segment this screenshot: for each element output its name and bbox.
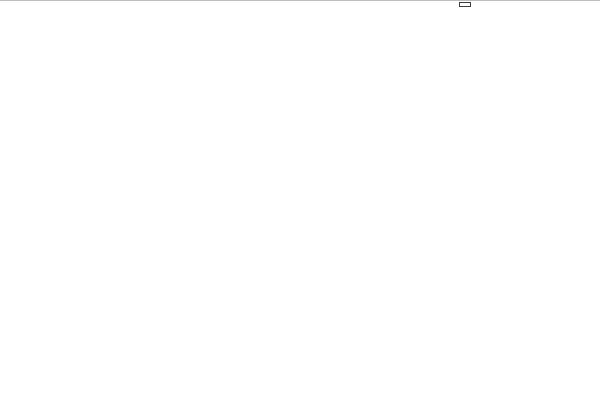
pump-model-legend [459,2,471,7]
